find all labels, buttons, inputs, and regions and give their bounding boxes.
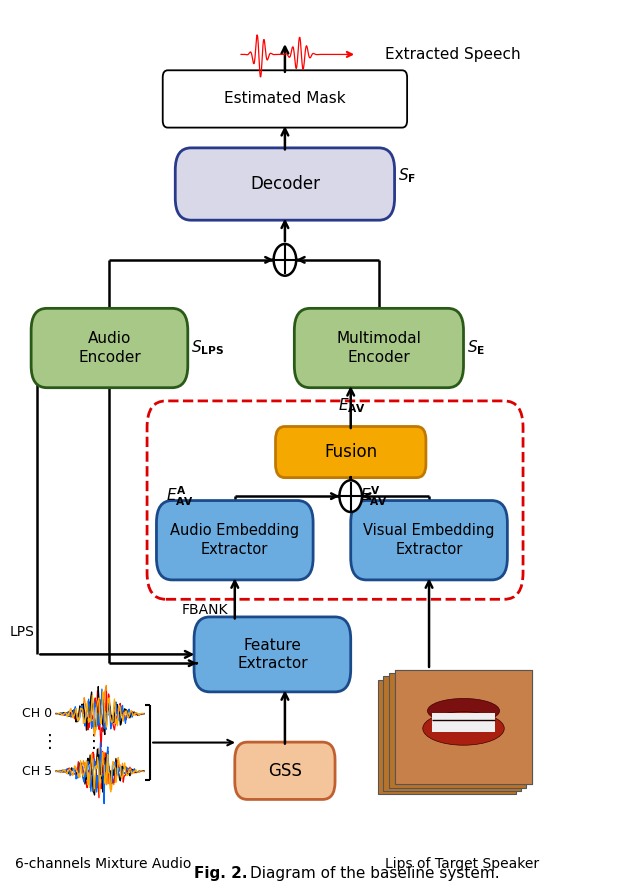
FancyBboxPatch shape [383,676,521,791]
Circle shape [274,244,296,276]
Ellipse shape [423,712,504,745]
FancyBboxPatch shape [378,680,516,794]
Text: $E_{\mathbf{AV}}^{\mathbf{V}}$: $E_{\mathbf{AV}}^{\mathbf{V}}$ [360,484,388,507]
Circle shape [339,481,362,512]
Text: ⋮: ⋮ [41,733,59,751]
FancyBboxPatch shape [156,500,313,580]
Text: Audio
Encoder: Audio Encoder [78,331,141,365]
Text: Diagram of the baseline system.: Diagram of the baseline system. [250,867,500,881]
Text: 6-channels Mixture Audio: 6-channels Mixture Audio [15,857,192,870]
FancyBboxPatch shape [235,742,335,799]
Text: Multimodal
Encoder: Multimodal Encoder [337,331,421,365]
Text: $E_{\mathbf{AV}}^{\mathbf{A}}$: $E_{\mathbf{AV}}^{\mathbf{A}}$ [166,484,194,507]
Text: Feature
Extractor: Feature Extractor [237,637,308,671]
FancyBboxPatch shape [31,308,188,388]
FancyBboxPatch shape [175,148,395,220]
Text: $S_{\mathbf{LPS}}$: $S_{\mathbf{LPS}}$ [191,339,224,358]
FancyBboxPatch shape [395,670,532,784]
FancyBboxPatch shape [432,713,495,732]
FancyBboxPatch shape [294,308,463,388]
Text: $S_{\mathbf{E}}$: $S_{\mathbf{E}}$ [467,339,485,358]
FancyBboxPatch shape [163,70,407,127]
Text: Lips of Target Speaker: Lips of Target Speaker [385,857,540,870]
Text: Extracted Speech: Extracted Speech [385,47,521,62]
Text: Estimated Mask: Estimated Mask [224,92,346,107]
FancyBboxPatch shape [276,426,426,478]
Ellipse shape [428,699,500,724]
FancyBboxPatch shape [351,500,508,580]
Text: ⋮: ⋮ [84,733,103,751]
Text: $E_{\mathbf{AV}}$: $E_{\mathbf{AV}}$ [338,396,366,415]
Text: Visual Embedding
Extractor: Visual Embedding Extractor [364,523,495,557]
Text: GSS: GSS [268,762,302,780]
Text: $S_{\mathbf{F}}$: $S_{\mathbf{F}}$ [397,166,416,184]
Text: CH 0: CH 0 [22,708,52,720]
Text: Audio Embedding
Extractor: Audio Embedding Extractor [170,523,300,557]
Text: Fig. 2.: Fig. 2. [194,867,248,881]
Text: LPS: LPS [10,626,35,639]
Text: CH 5: CH 5 [22,765,52,778]
FancyBboxPatch shape [194,617,351,692]
Text: FBANK: FBANK [182,603,228,617]
Text: Fusion: Fusion [324,443,377,461]
FancyBboxPatch shape [395,670,532,784]
FancyBboxPatch shape [388,674,527,788]
Text: Decoder: Decoder [250,175,320,193]
